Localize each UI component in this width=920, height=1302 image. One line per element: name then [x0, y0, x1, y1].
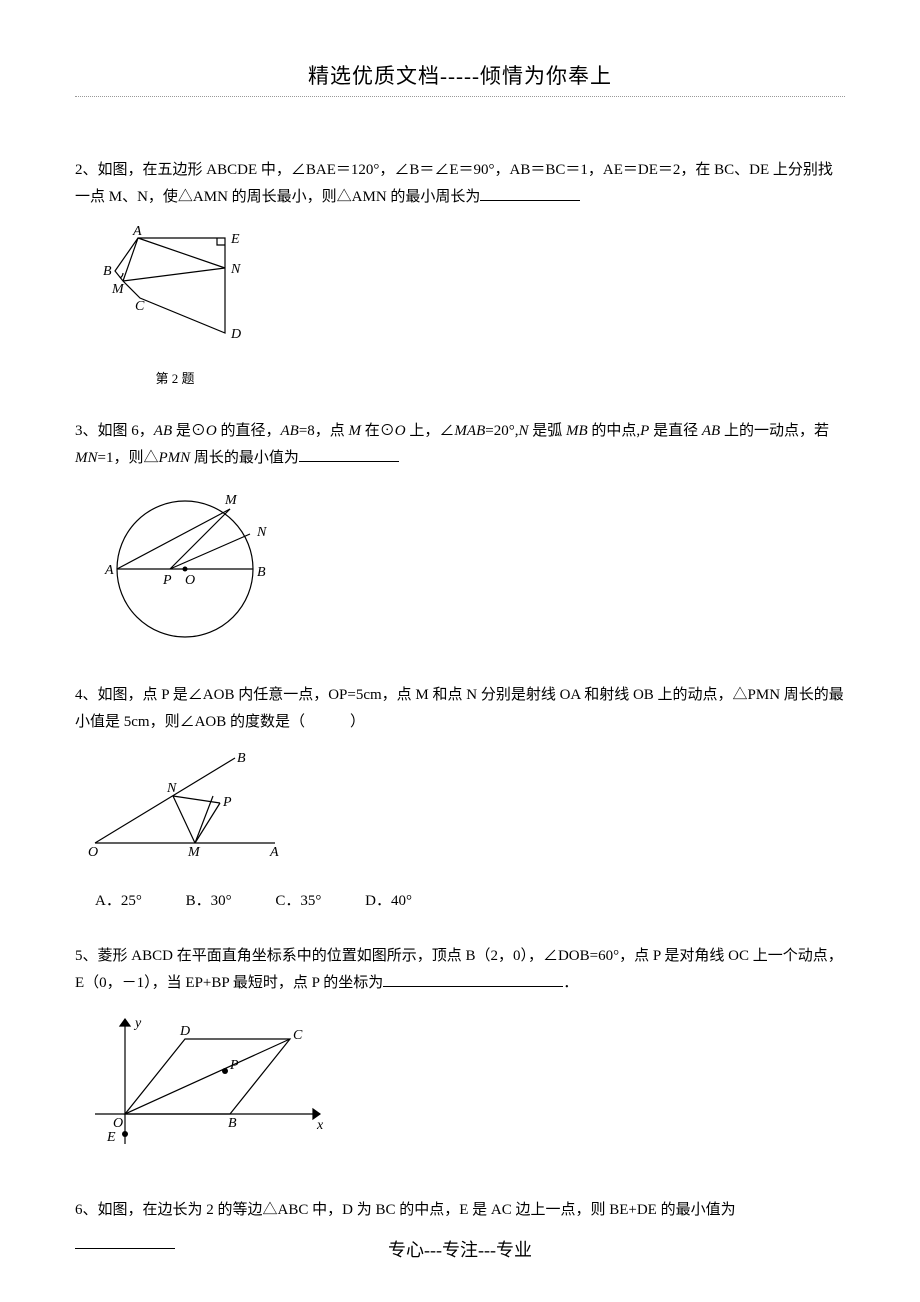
p4-label: 4、 [75, 687, 98, 703]
problem-6-text: 6、如图，在边长为 2 的等边△ABC 中，D 为 BC 的中点，E 是 AC … [75, 1197, 845, 1224]
figure-2: A E N D B M C 第 2 题 [85, 223, 845, 390]
svg-text:N: N [166, 781, 177, 796]
problem-3-blank [299, 461, 399, 462]
svg-text:B: B [228, 1116, 237, 1131]
svg-text:M: M [111, 282, 125, 297]
option-C: C．35° [275, 893, 321, 909]
figure-2-caption: 第 2 题 [85, 367, 265, 390]
svg-text:A: A [104, 563, 114, 578]
svg-text:N: N [256, 525, 267, 540]
svg-text:P: P [162, 573, 172, 588]
svg-text:A: A [269, 845, 279, 858]
svg-text:B: B [237, 751, 246, 766]
svg-text:P: P [229, 1058, 239, 1073]
svg-text:B: B [103, 264, 112, 279]
option-A: A．25° [95, 893, 142, 909]
figure-4: O A B M N P [85, 748, 845, 868]
svg-text:y: y [133, 1016, 142, 1031]
problem-2: 2、如图，在五边形 ABCDE 中，∠BAE＝120°，∠B＝∠E＝90°，AB… [75, 157, 845, 390]
p6-label: 6、 [75, 1202, 98, 1218]
problem-5-blank [383, 986, 563, 987]
problem-5: 5、菱形 ABCD 在平面直角坐标系中的位置如图所示，顶点 B（2，0），∠DO… [75, 943, 845, 1169]
svg-text:N: N [230, 262, 241, 277]
svg-text:A: A [132, 224, 142, 239]
problem-3-text: 3、如图 6，AB 是⊙O 的直径，AB=8，点 M 在⊙O 上，∠MAB=20… [75, 418, 845, 472]
svg-text:B: B [257, 565, 266, 580]
problem-3: 3、如图 6，AB 是⊙O 的直径，AB=8，点 M 在⊙O 上，∠MAB=20… [75, 418, 845, 654]
problem-5-text: 5、菱形 ABCD 在平面直角坐标系中的位置如图所示，顶点 B（2，0），∠DO… [75, 943, 845, 997]
svg-text:O: O [88, 845, 98, 858]
svg-text:D: D [230, 327, 241, 342]
svg-text:C: C [293, 1028, 303, 1043]
page-header: 精选优质文档-----倾情为你奉上 [75, 60, 845, 97]
svg-text:M: M [187, 845, 201, 858]
problem-4-options: A．25° B．30° C．35° D．40° [75, 888, 845, 915]
option-D: D．40° [365, 893, 412, 909]
problem-2-body: 如图，在五边形 ABCDE 中，∠BAE＝120°，∠B＝∠E＝90°，AB＝B… [75, 162, 833, 205]
footer-text: 专心---专注---专业 [388, 1240, 532, 1260]
svg-text:C: C [135, 299, 145, 314]
problem-2-label: 2、 [75, 162, 98, 178]
header-text: 精选优质文档-----倾情为你奉上 [308, 64, 612, 88]
svg-text:P: P [222, 795, 232, 810]
p3-label: 3、 [75, 423, 98, 439]
svg-text:E: E [230, 232, 240, 247]
problem-4-text: 4、如图，点 P 是∠AOB 内任意一点，OP=5cm，点 M 和点 N 分别是… [75, 682, 845, 736]
svg-text:E: E [106, 1130, 116, 1145]
svg-text:x: x [316, 1118, 324, 1133]
figure-5: O B x y D C P E [85, 1009, 845, 1169]
svg-text:D: D [179, 1024, 190, 1039]
p5-label: 5、 [75, 948, 98, 964]
figure-3: M N A B P O [85, 484, 845, 654]
svg-text:O: O [185, 573, 195, 588]
problem-2-text: 2、如图，在五边形 ABCDE 中，∠BAE＝120°，∠B＝∠E＝90°，AB… [75, 157, 845, 211]
problem-2-blank [480, 200, 580, 201]
option-B: B．30° [186, 893, 232, 909]
problem-4: 4、如图，点 P 是∠AOB 内任意一点，OP=5cm，点 M 和点 N 分别是… [75, 682, 845, 915]
page-footer: 专心---专注---专业 [0, 1236, 920, 1262]
svg-text:M: M [224, 493, 238, 508]
svg-text:O: O [113, 1116, 123, 1131]
